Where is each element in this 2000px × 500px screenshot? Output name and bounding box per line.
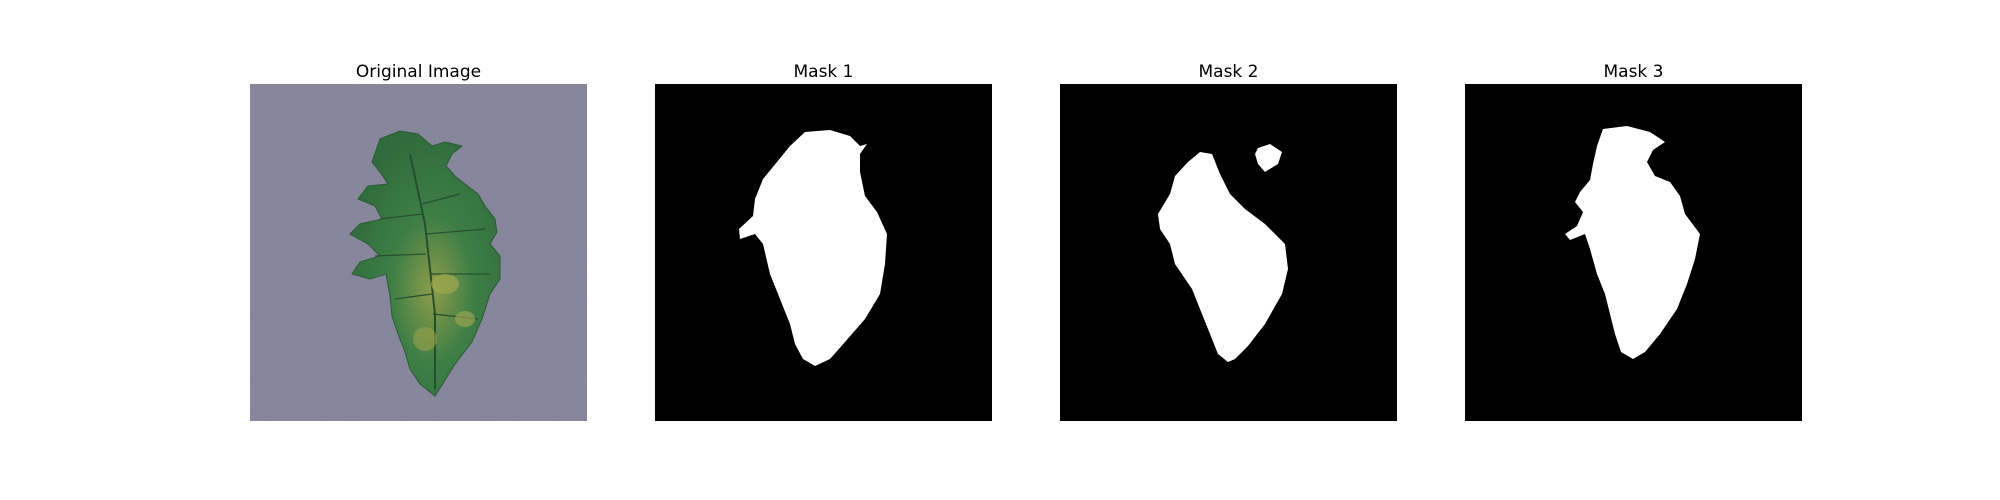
leaf-midrib: [409, 153, 436, 389]
mask-1-image: [655, 84, 992, 421]
mask-2-region-small: [1255, 144, 1282, 172]
original-leaf-photo: [250, 84, 587, 421]
mask-3-region: [1565, 126, 1700, 359]
mask-2-panel: Mask 2: [1060, 60, 1397, 421]
mask-1-region: [739, 130, 887, 366]
panel-title: Mask 3: [1603, 62, 1664, 82]
mask-1-panel: Mask 1: [655, 60, 992, 421]
original-image-panel: Original Image: [250, 60, 587, 421]
mask-2-image: [1060, 84, 1397, 421]
panel-title: Mask 1: [793, 62, 854, 82]
panel-title: Original Image: [355, 62, 482, 82]
leaf-shape: [349, 130, 501, 397]
mask-3-panel: Mask 3: [1465, 60, 1802, 421]
mask-2-region-main: [1158, 152, 1288, 362]
panel-title: Mask 2: [1198, 62, 1259, 82]
mask-3-image: [1465, 84, 1802, 421]
